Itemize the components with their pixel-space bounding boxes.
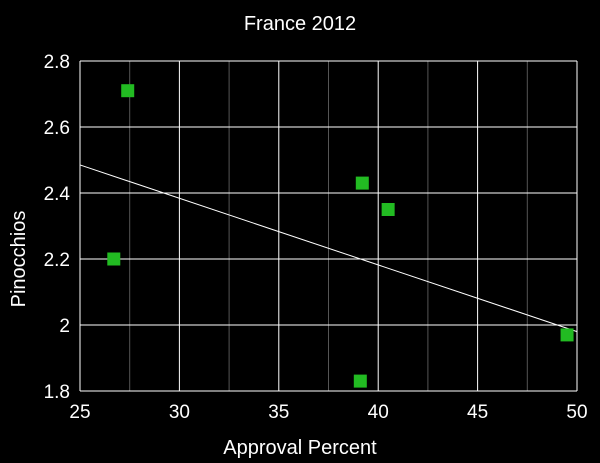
data-point	[560, 328, 574, 342]
data-points	[107, 84, 574, 388]
x-tick-label: 25	[69, 402, 90, 423]
x-axis-label: Approval Percent	[223, 437, 377, 459]
x-tick-label: 50	[566, 402, 587, 423]
data-point	[381, 203, 395, 216]
x-tick-label: 35	[268, 402, 289, 423]
minor-grid	[129, 61, 528, 391]
y-axis-ticks: 1.8 2 2.2 2.4 2.6 2.8	[44, 52, 71, 403]
y-tick-label: 1.8	[44, 382, 70, 403]
trendline-group	[79, 164, 578, 333]
major-grid	[79, 60, 578, 392]
data-point	[107, 252, 121, 266]
x-tick-label: 40	[368, 402, 389, 423]
trendline	[79, 164, 578, 333]
x-tick-label: 30	[169, 402, 190, 423]
data-point	[355, 176, 369, 190]
y-tick-label: 2.8	[44, 52, 70, 73]
x-tick-label: 45	[467, 402, 488, 423]
chart-title: France 2012	[244, 13, 356, 35]
y-tick-label: 2.4	[44, 184, 71, 205]
y-tick-label: 2.6	[44, 118, 70, 139]
data-point	[353, 374, 367, 388]
y-tick-label: 2	[59, 316, 70, 337]
data-point	[121, 84, 135, 98]
y-tick-label: 2.2	[44, 250, 70, 271]
y-axis-label: Pinocchios	[8, 211, 30, 308]
x-axis-ticks: 25 30 35 40 45 50	[69, 402, 587, 423]
